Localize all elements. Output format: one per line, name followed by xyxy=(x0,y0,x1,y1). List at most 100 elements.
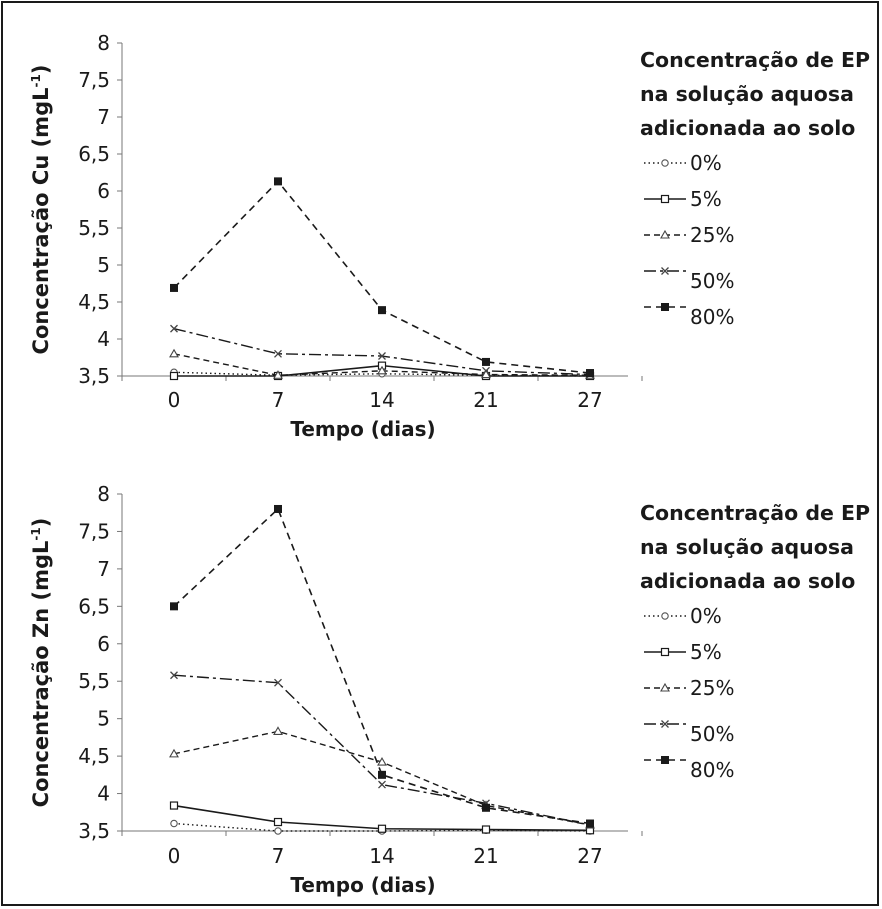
y-tick-label: 7,5 xyxy=(78,68,110,92)
legend-swatch-marker xyxy=(660,229,670,239)
series-line xyxy=(173,674,591,826)
x-tick-label: 27 xyxy=(577,844,602,868)
data-point xyxy=(170,283,178,292)
y-tick-label: 7,5 xyxy=(78,519,110,543)
y-tick-label: 4 xyxy=(97,782,110,806)
legend-item-label: 50% xyxy=(690,269,734,293)
x-tick-label: 27 xyxy=(577,388,602,412)
data-point xyxy=(273,370,283,379)
data-point xyxy=(169,348,179,358)
y-tick-label: 3,5 xyxy=(78,819,110,843)
series-4 xyxy=(170,504,594,828)
data-point xyxy=(273,817,283,827)
legend-title-line: na solução aquosa xyxy=(640,82,854,106)
data-point xyxy=(274,504,282,513)
data-point xyxy=(274,678,282,687)
data-point xyxy=(378,352,386,360)
data-point xyxy=(274,177,282,186)
legend-item-label: 80% xyxy=(690,758,734,782)
legend-title-line: na solução aquosa xyxy=(640,535,854,559)
y-tick-label: 6,5 xyxy=(78,142,110,166)
legend-item-label: 0% xyxy=(690,604,722,628)
legend-item-label: 50% xyxy=(690,722,734,746)
legend-title-line: Concentração de EP xyxy=(640,501,870,525)
y-tick-label: 6,5 xyxy=(78,594,110,618)
data-point xyxy=(170,819,178,828)
y-axis-title: Concentração Cu (mgL-1) xyxy=(29,65,53,355)
data-point xyxy=(482,366,490,375)
legend-swatch-marker xyxy=(660,682,670,692)
legend-swatch-marker xyxy=(661,159,669,167)
legend-item-label: 25% xyxy=(690,676,734,700)
y-tick-label: 5,5 xyxy=(78,216,110,240)
y-tick-label: 5 xyxy=(97,253,110,277)
x-axis-title: Tempo (dias) xyxy=(290,417,435,441)
y-axis-title-superscript: -1 xyxy=(29,74,43,87)
y-tick-label: 6 xyxy=(97,179,110,203)
y-tick-label: 5 xyxy=(97,707,110,731)
y-axis-title-text: Concentração Zn (mgL xyxy=(29,541,53,808)
data-point xyxy=(273,726,283,735)
x-tick-label: 21 xyxy=(473,388,498,412)
data-point xyxy=(377,824,387,833)
x-axis-title: Tempo (dias) xyxy=(290,873,435,897)
legend-swatch-marker xyxy=(661,720,669,728)
y-tick-label: 7 xyxy=(97,557,110,581)
legend: Concentração de EP na solução aquosa adici… xyxy=(640,501,870,782)
data-point xyxy=(481,369,491,379)
x-tick-label: 0 xyxy=(168,388,181,412)
legend-swatch-marker xyxy=(661,612,669,620)
series-4 xyxy=(170,177,594,378)
y-tick-label: 8 xyxy=(97,482,110,506)
data-point xyxy=(169,801,179,810)
chart-cu: 3,5 4 4,5 5 5,5 6 6,5 7 7,5 8 0 7 14 21 27 Tempo (dias)… xyxy=(29,31,870,441)
y-axis-title: Concentração Zn (mgL-1) xyxy=(29,518,53,808)
legend-swatch-marker xyxy=(660,647,670,657)
x-tick-label: 7 xyxy=(272,844,285,868)
legend-title-line: adicionada ao solo xyxy=(640,116,855,140)
data-point xyxy=(378,306,386,315)
series-1 xyxy=(169,801,595,835)
data-point xyxy=(482,803,490,812)
legend-swatch-marker xyxy=(660,194,670,204)
x-tick-label: 14 xyxy=(369,844,394,868)
y-axis-title-close: ) xyxy=(29,518,53,528)
data-point xyxy=(274,827,282,835)
legend-title-line: adicionada ao solo xyxy=(640,569,855,593)
legend-swatch-marker xyxy=(661,756,669,764)
legend-item-label: 80% xyxy=(690,305,734,329)
y-tick-label: 6 xyxy=(97,632,110,656)
data-point xyxy=(482,357,490,366)
data-point xyxy=(170,602,178,611)
data-point xyxy=(169,371,179,381)
data-point xyxy=(378,770,386,779)
legend: Concentração de EP na solução aquosa adici… xyxy=(640,48,870,329)
data-point xyxy=(586,369,594,378)
y-tick-label: 5,5 xyxy=(78,669,110,693)
y-axis-title-close: ) xyxy=(29,65,53,75)
x-tick-label: 14 xyxy=(369,388,394,412)
y-axis-title-text: Concentração Cu (mgL xyxy=(29,88,53,355)
y-tick-label: 4 xyxy=(97,327,110,351)
chart-zn: 3,5 4 4,5 5 5,5 6 6,5 7 7,5 8 0 7 14 21 27 Tempo (dias)… xyxy=(29,482,870,897)
series-3 xyxy=(170,671,594,829)
legend-item-label: 5% xyxy=(690,187,722,211)
legend-item-label: 5% xyxy=(690,640,722,664)
data-point xyxy=(586,819,594,828)
y-axis-title-superscript: -1 xyxy=(29,527,43,540)
x-tick-label: 7 xyxy=(272,388,285,412)
y-tick-label: 7 xyxy=(97,105,110,129)
legend-item-label: 25% xyxy=(690,223,734,247)
x-tick-label: 21 xyxy=(473,844,498,868)
data-point xyxy=(274,349,282,358)
y-tick-label: 3,5 xyxy=(78,364,110,388)
data-point xyxy=(481,825,491,834)
y-tick-label: 4,5 xyxy=(78,290,110,314)
data-point xyxy=(170,324,178,333)
legend-swatch-marker xyxy=(661,267,669,275)
x-tick-label: 0 xyxy=(168,844,181,868)
legend-swatch-marker xyxy=(661,303,669,311)
legend-item-label: 0% xyxy=(690,151,722,175)
